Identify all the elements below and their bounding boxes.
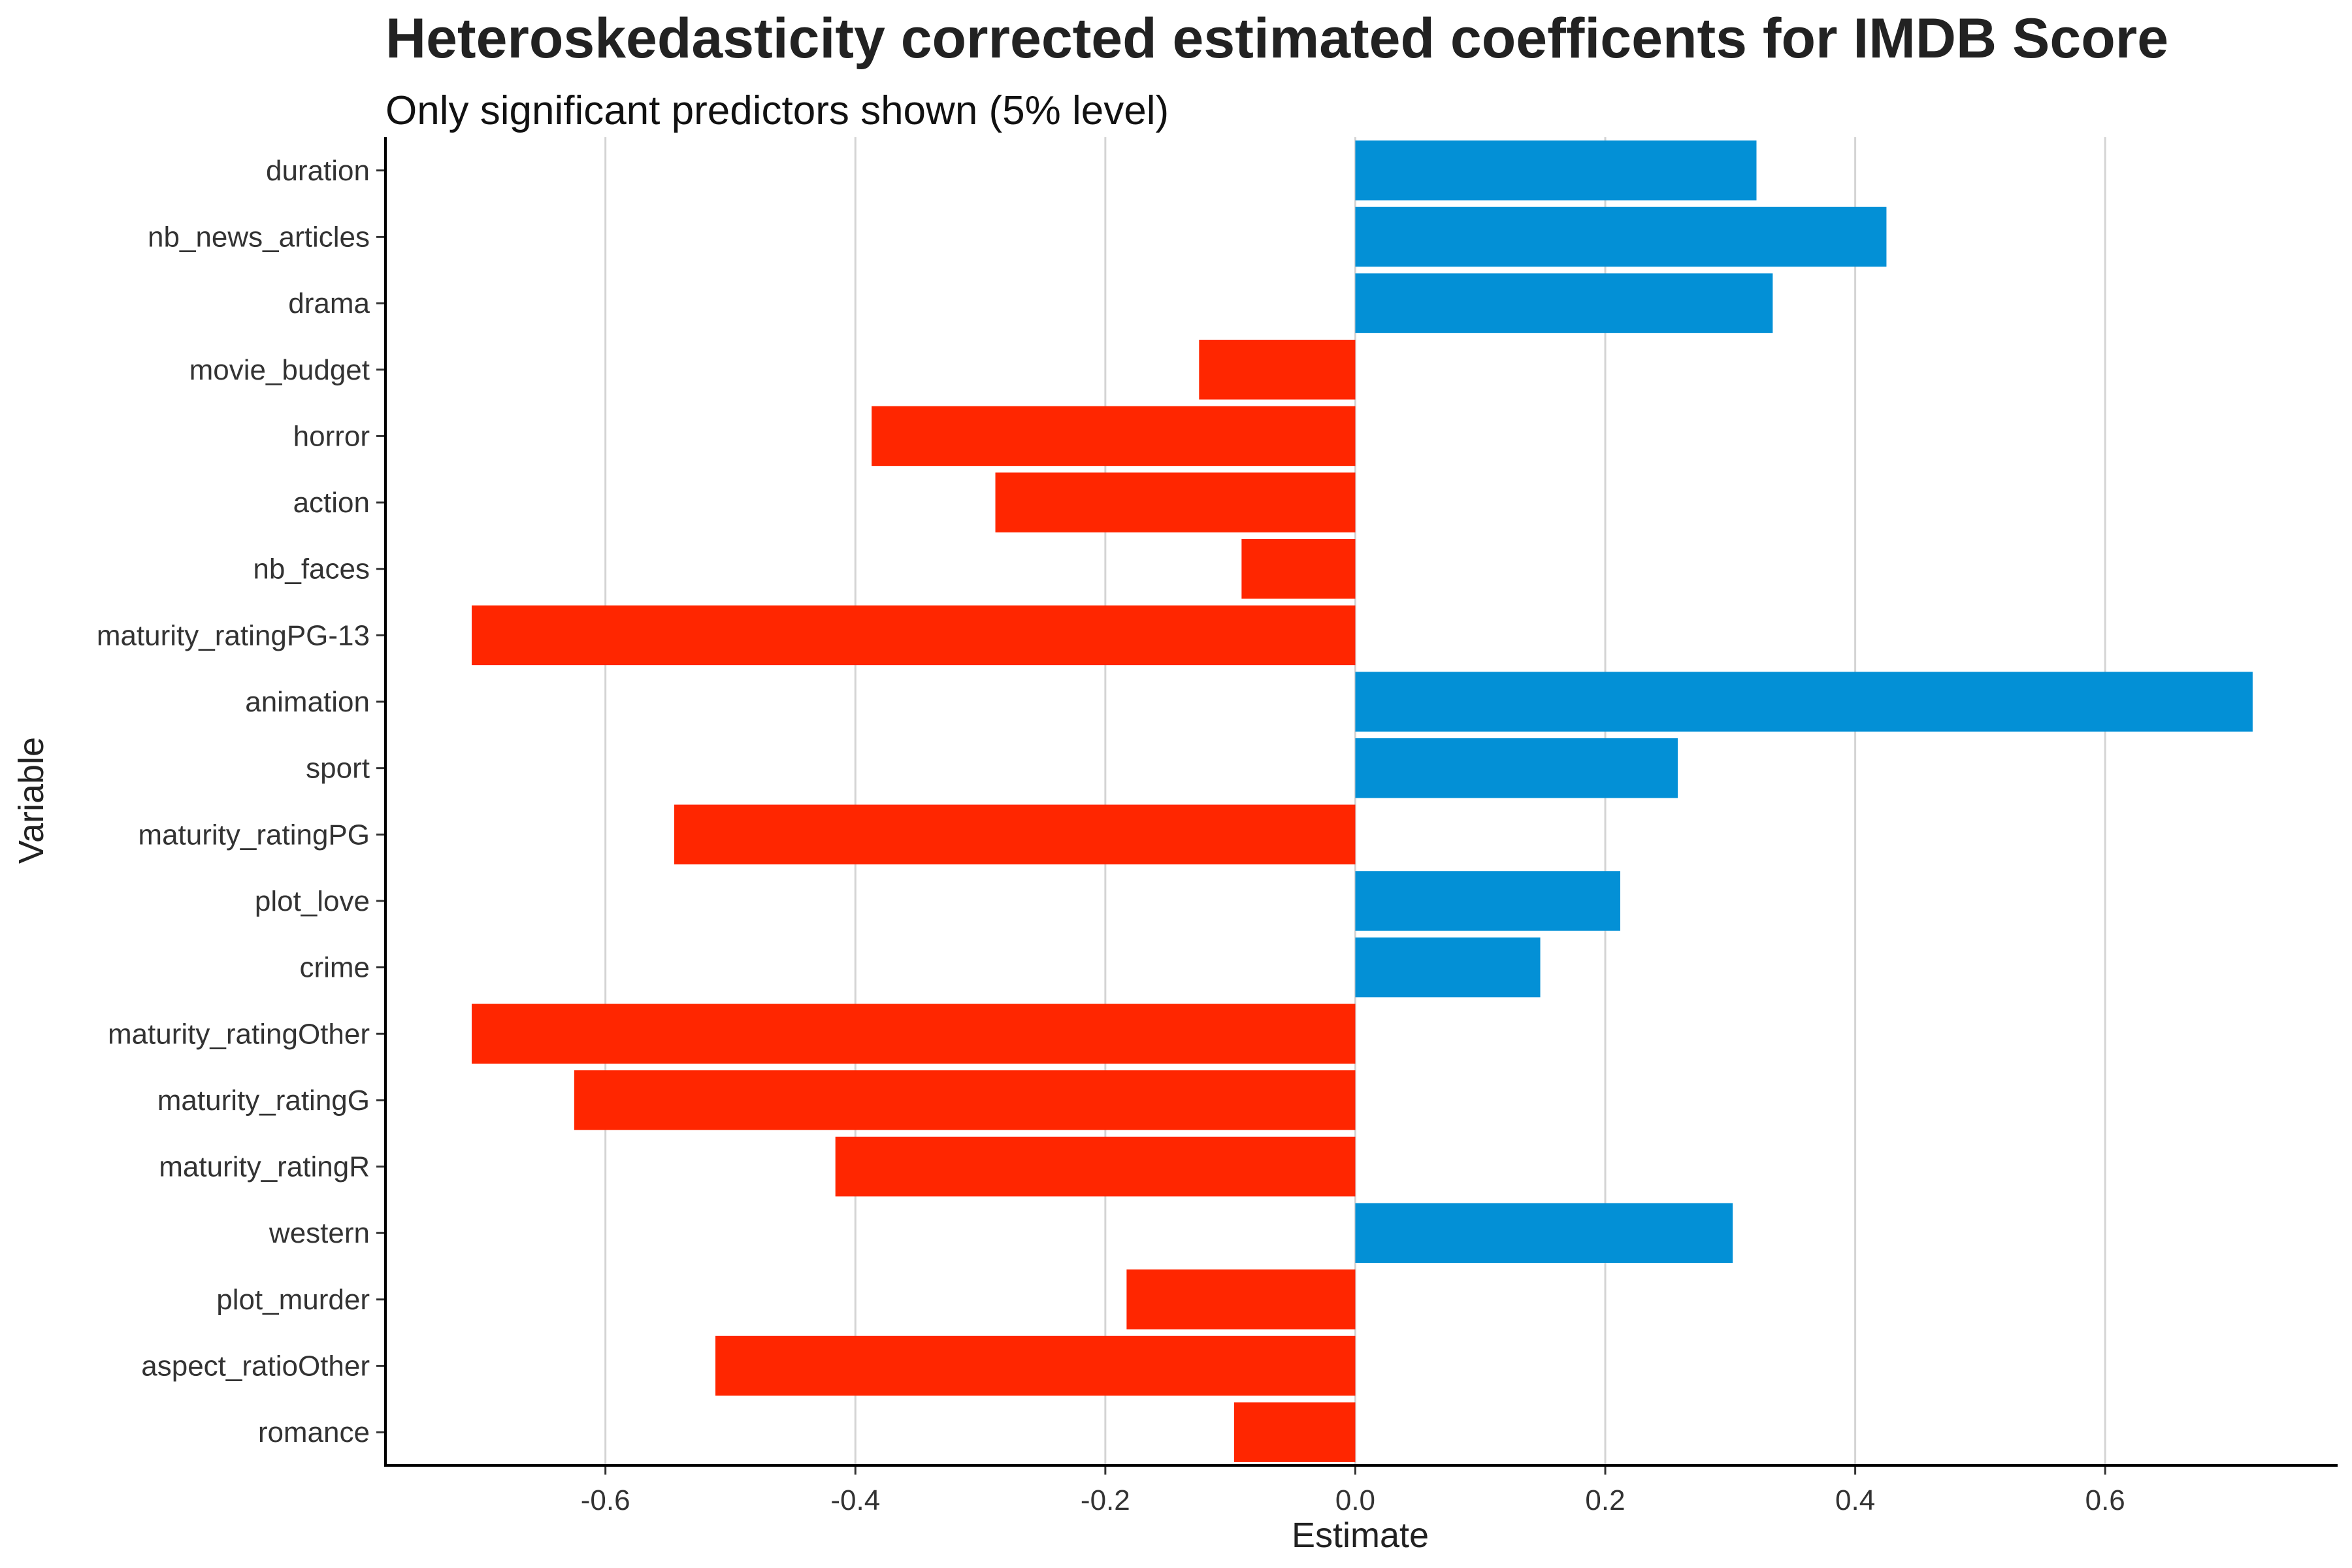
x-tick-label: -0.4 [830, 1484, 880, 1516]
chart-subtitle: Only significant predictors shown (5% le… [385, 88, 1169, 133]
y-tick-label: action [293, 487, 370, 519]
axes [376, 137, 2338, 1475]
tick-labels: -0.6 -0.4 -0.2 0.0 0.2 0.4 0.6 duration nb_news_… [97, 155, 2125, 1516]
y-tick-label: nb_faces [253, 553, 370, 585]
x-tick-label: 0.6 [2085, 1484, 2125, 1516]
y-tick-label: aspect_ratioOther [141, 1350, 370, 1382]
bar-romance [1233, 1402, 1356, 1462]
chart-title: Heteroskedasticity corrected estimated c… [385, 7, 2168, 70]
bar-plot_love [1355, 871, 1620, 931]
y-tick-label: western [269, 1217, 370, 1249]
x-tick-label: 0.4 [1835, 1484, 1875, 1516]
bar-crime [1355, 937, 1541, 998]
bar-drama [1355, 273, 1773, 333]
bar-nb_faces [1241, 538, 1356, 599]
bar-western [1355, 1203, 1733, 1263]
bar-aspect_ratioOther [715, 1335, 1356, 1396]
x-tick-label: 0.0 [1335, 1484, 1375, 1516]
y-tick-label: duration [266, 155, 370, 187]
gridlines [604, 137, 2106, 1465]
y-axis-title: Variable [12, 737, 51, 864]
bar-movie_budget [1199, 340, 1356, 400]
y-tick-label: plot_murder [216, 1284, 370, 1316]
bar-horror [872, 406, 1356, 466]
y-tick-label: sport [306, 753, 370, 785]
y-tick-label: maturity_ratingG [157, 1085, 370, 1117]
y-tick-label: animation [245, 686, 370, 718]
bar-plot_murder [1126, 1269, 1356, 1330]
y-tick-label: movie_budget [189, 354, 370, 386]
y-tick-label: plot_love [255, 885, 370, 917]
bar-maturity_ratingOther [471, 1004, 1356, 1064]
bar-maturity_ratingPG [674, 804, 1356, 865]
bars [471, 140, 2253, 1462]
bar-maturity_ratingR [835, 1136, 1356, 1197]
x-tick-label: -0.6 [581, 1484, 630, 1516]
bar-maturity_ratingG [574, 1070, 1356, 1130]
y-tick-label: drama [288, 287, 370, 319]
x-axis-title: Estimate [1292, 1516, 1429, 1555]
x-tick-label: -0.2 [1081, 1484, 1130, 1516]
y-tick-label: romance [258, 1416, 370, 1448]
y-tick-label: horror [293, 420, 370, 452]
y-tick-label: maturity_ratingR [159, 1151, 370, 1183]
bar-action [995, 472, 1356, 532]
bar-duration [1355, 140, 1757, 201]
x-tick-label: 0.2 [1585, 1484, 1625, 1516]
y-tick-label: nb_news_articles [148, 221, 370, 253]
bar-nb_news_articles [1355, 206, 1887, 267]
bar-animation [1355, 672, 2253, 732]
y-tick-label: maturity_ratingOther [108, 1018, 370, 1050]
y-tick-label: crime [299, 952, 370, 984]
y-tick-label: maturity_ratingPG-13 [97, 619, 370, 651]
y-tick-label: maturity_ratingPG [138, 819, 370, 851]
bar-maturity_ratingPG-13 [471, 605, 1356, 666]
bar-sport [1355, 738, 1678, 798]
